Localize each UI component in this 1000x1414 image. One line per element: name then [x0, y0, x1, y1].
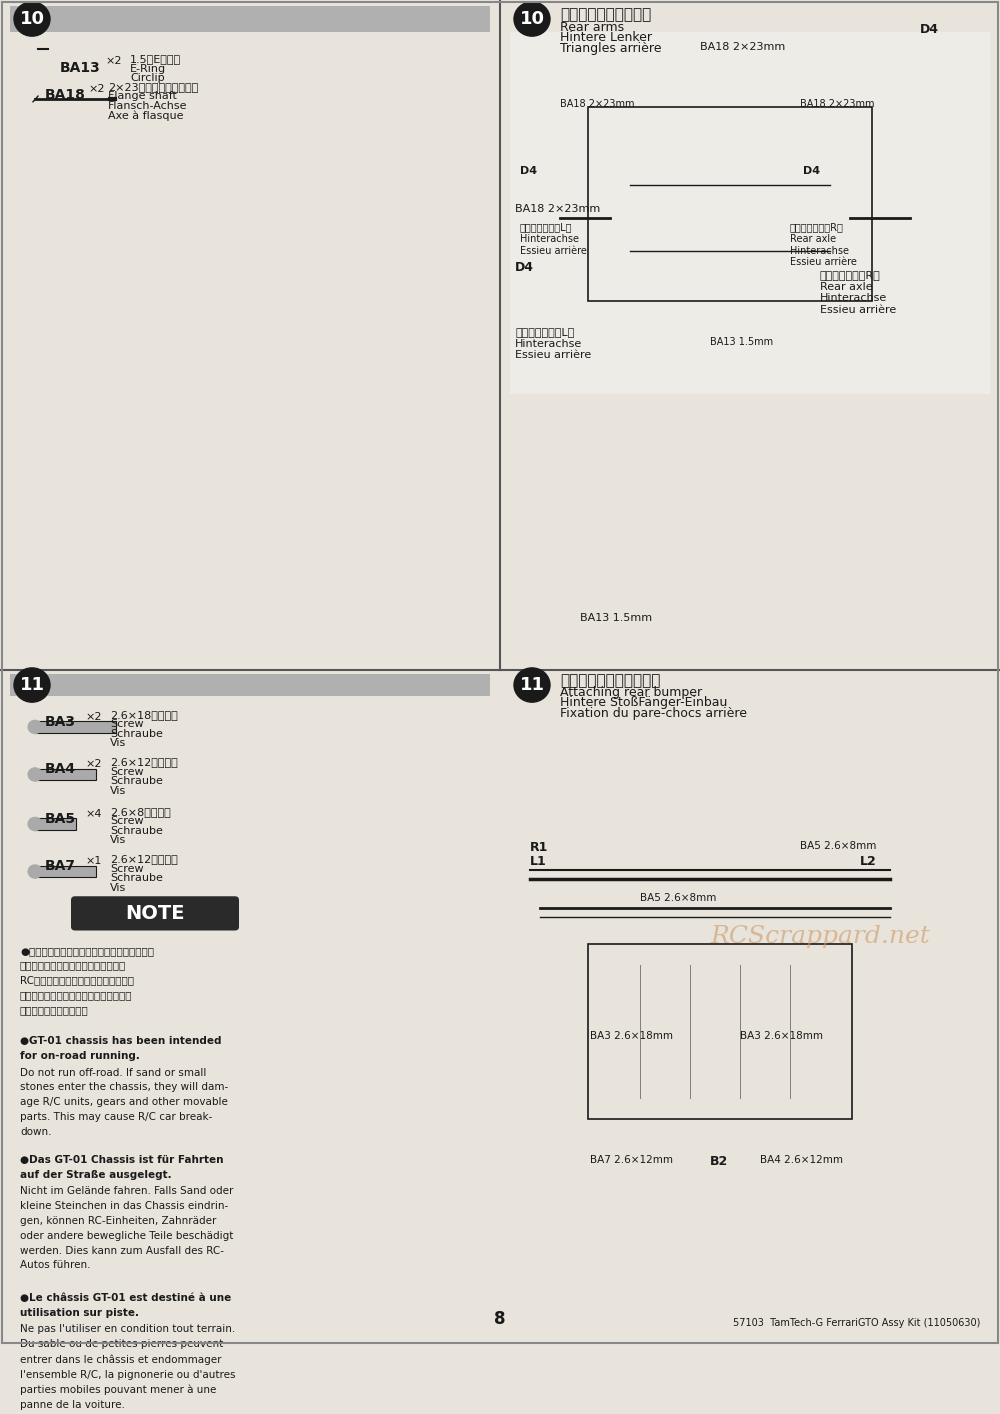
FancyBboxPatch shape [34, 865, 96, 877]
Text: Vis: Vis [110, 882, 126, 892]
Text: Vis: Vis [110, 836, 126, 846]
Text: L1: L1 [530, 855, 547, 868]
Text: Hintere Lenker: Hintere Lenker [560, 31, 652, 44]
Text: リヤアクスル《R》
Rear axle
Hinterachse
Essieu arrière: リヤアクスル《R》 Rear axle Hinterachse Essieu a… [790, 222, 857, 267]
Text: ●Das GT-01 Chassis ist für Fahrten
auf der Straße ausgelegt.: ●Das GT-01 Chassis ist für Fahrten auf d… [20, 1155, 224, 1179]
Text: BA18 2×23mm: BA18 2×23mm [515, 204, 600, 214]
FancyBboxPatch shape [34, 769, 96, 781]
FancyBboxPatch shape [34, 819, 76, 830]
Circle shape [28, 768, 42, 781]
Text: D4: D4 [803, 165, 820, 175]
Text: BA3: BA3 [45, 714, 76, 728]
Text: ×2: ×2 [88, 83, 104, 93]
Circle shape [28, 817, 42, 830]
FancyBboxPatch shape [510, 33, 990, 395]
Text: 11: 11 [20, 676, 44, 694]
Text: Ne pas l'utiliser en condition tout terrain.
Du sable ou de petites pierres peuv: Ne pas l'utiliser en condition tout terr… [20, 1325, 236, 1410]
Text: Hintere StoßFänger-Einbau: Hintere StoßFänger-Einbau [560, 697, 727, 710]
Text: 2.6×12㍱回ビス: 2.6×12㍱回ビス [110, 854, 178, 864]
Text: Axe à flasque: Axe à flasque [108, 110, 184, 120]
Text: Vis: Vis [110, 786, 126, 796]
Circle shape [28, 865, 42, 878]
Text: BA13 1.5mm: BA13 1.5mm [710, 337, 773, 346]
Text: RCScrappard.net: RCScrappard.net [710, 925, 930, 947]
Circle shape [14, 1, 50, 37]
FancyBboxPatch shape [71, 896, 239, 930]
Text: BA18 2×23mm: BA18 2×23mm [800, 99, 874, 109]
Text: Screw: Screw [110, 816, 144, 826]
FancyBboxPatch shape [10, 6, 490, 33]
Text: 2.6×18㍱丸ビス: 2.6×18㍱丸ビス [110, 710, 178, 720]
Text: 11: 11 [520, 676, 544, 694]
Text: Flansch-Achse: Flansch-Achse [108, 100, 188, 110]
Text: Nicht im Gelände fahren. Falls Sand oder
kleine Steinchen in das Chassis eindrin: Nicht im Gelände fahren. Falls Sand oder… [20, 1186, 233, 1270]
Text: BA18 2×23mm: BA18 2×23mm [700, 42, 785, 52]
Circle shape [514, 1, 550, 37]
Text: Circlip: Circlip [130, 74, 165, 83]
Text: ×1: ×1 [85, 857, 101, 867]
Circle shape [514, 667, 550, 703]
Text: BA4 2.6×12mm: BA4 2.6×12mm [760, 1155, 843, 1165]
Text: Attaching rear bumper: Attaching rear bumper [560, 686, 702, 699]
Text: ●本製品はオンロード走行専用シャーシです。
砂、砂利等がシャーシ内に溜まると、
RCメカに入ったり、ギヤや回転部に詰
まって走行不能になります。オフロード
走行: ●本製品はオンロード走行専用シャーシです。 砂、砂利等がシャーシ内に溜まると、 … [20, 946, 154, 1015]
FancyBboxPatch shape [10, 673, 490, 697]
Text: リヤアクスル《R》
Rear axle
Hinterachse
Essieu arrière: リヤアクスル《R》 Rear axle Hinterachse Essieu a… [820, 270, 896, 315]
Circle shape [14, 667, 50, 703]
Text: ●Le châssis GT-01 est destiné à une
utilisation sur piste.: ●Le châssis GT-01 est destiné à une util… [20, 1292, 231, 1318]
Text: Screw: Screw [110, 720, 144, 730]
Text: ×2: ×2 [85, 711, 102, 721]
Text: リヤバンパーの取り付け: リヤバンパーの取り付け [560, 673, 660, 687]
Text: Vis: Vis [110, 738, 126, 748]
Text: リヤアクスル《L》
Hinterachse
Essieu arrière: リヤアクスル《L》 Hinterachse Essieu arrière [520, 222, 587, 256]
Text: BA18 2×23mm: BA18 2×23mm [560, 99, 635, 109]
Text: 2.6×8㍱丸ビス: 2.6×8㍱丸ビス [110, 807, 171, 817]
Text: 10: 10 [520, 10, 544, 28]
Text: Flange shaft: Flange shaft [108, 92, 177, 102]
Text: BA3 2.6×18mm: BA3 2.6×18mm [740, 1031, 823, 1041]
Text: Screw: Screw [110, 766, 144, 776]
Text: 57103  TamTech-G FerrariGTO Assy Kit (11050630): 57103 TamTech-G FerrariGTO Assy Kit (110… [733, 1318, 980, 1328]
Text: BA7: BA7 [45, 860, 76, 874]
Text: BA5 2.6×8mm: BA5 2.6×8mm [800, 841, 876, 851]
Text: Do not run off-road. If sand or small
stones enter the chassis, they will dam-
a: Do not run off-road. If sand or small st… [20, 1068, 228, 1137]
Text: BA5 2.6×8mm: BA5 2.6×8mm [640, 894, 716, 904]
Circle shape [28, 720, 42, 734]
Text: 1.5㍱Eリング: 1.5㍱Eリング [130, 54, 181, 64]
Text: Screw: Screw [110, 864, 144, 874]
Text: 2.6×12㍱丸ビス: 2.6×12㍱丸ビス [110, 758, 178, 768]
Text: Rear arms: Rear arms [560, 21, 624, 34]
Text: BA4: BA4 [45, 762, 76, 776]
Text: BA13 1.5mm: BA13 1.5mm [580, 612, 652, 622]
Text: B2: B2 [710, 1155, 728, 1168]
Text: ×4: ×4 [85, 809, 102, 819]
Text: 8: 8 [494, 1311, 506, 1328]
Text: リヤアクスル《L》
Hinterachse
Essieu arrière: リヤアクスル《L》 Hinterachse Essieu arrière [515, 327, 591, 361]
Text: Schraube: Schraube [110, 874, 163, 884]
Text: BA13: BA13 [60, 61, 101, 75]
Text: Fixation du pare-chocs arrière: Fixation du pare-chocs arrière [560, 707, 747, 720]
Text: BA7 2.6×12mm: BA7 2.6×12mm [590, 1155, 673, 1165]
Text: Schraube: Schraube [110, 728, 163, 738]
Text: D4: D4 [520, 165, 537, 175]
Text: R1: R1 [530, 841, 548, 854]
Text: ×2: ×2 [85, 759, 102, 769]
Text: BA3 2.6×18mm: BA3 2.6×18mm [590, 1031, 673, 1041]
Text: E-Ring: E-Ring [130, 64, 166, 74]
Text: D4: D4 [515, 260, 534, 274]
FancyBboxPatch shape [34, 721, 116, 732]
Text: BA5: BA5 [45, 812, 76, 826]
Text: BA18: BA18 [45, 88, 86, 102]
Text: Schraube: Schraube [110, 826, 163, 836]
Text: リヤアームの組み立て: リヤアームの組み立て [560, 7, 651, 21]
Text: ×2: ×2 [105, 57, 122, 66]
Text: 10: 10 [20, 10, 44, 28]
Text: Triangles arrière: Triangles arrière [560, 42, 662, 55]
Text: L2: L2 [860, 855, 877, 868]
Text: ●GT-01 chassis has been intended
for on-road running.: ●GT-01 chassis has been intended for on-… [20, 1036, 222, 1060]
Text: 2×23㍱フランジシャフト: 2×23㍱フランジシャフト [108, 82, 198, 92]
Text: D4: D4 [920, 23, 939, 35]
Text: NOTE: NOTE [125, 904, 185, 923]
Text: Schraube: Schraube [110, 776, 163, 786]
